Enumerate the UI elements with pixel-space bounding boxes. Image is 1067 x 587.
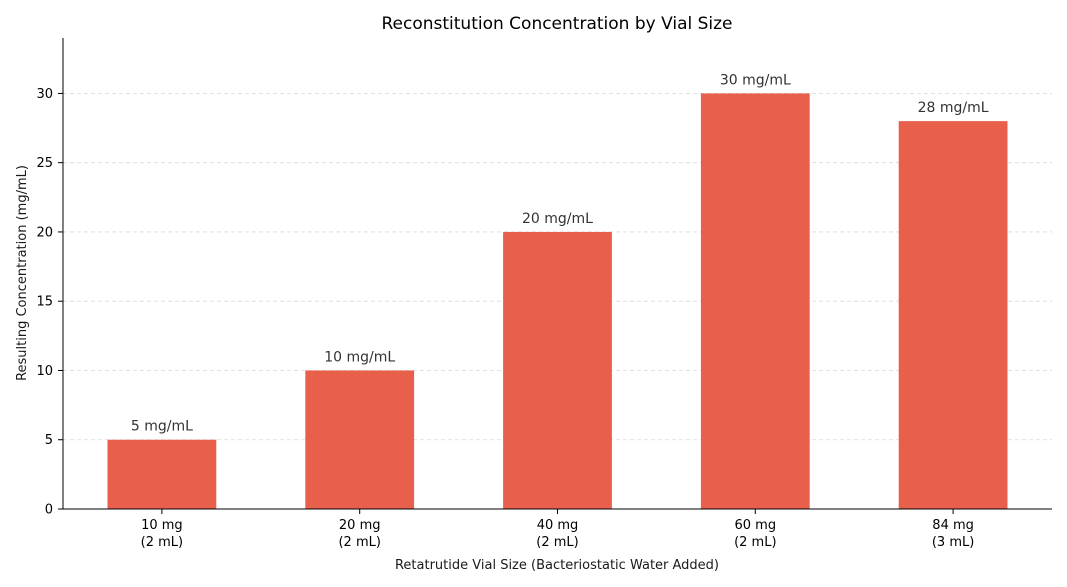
bars <box>107 93 1008 510</box>
grid-lines <box>63 93 1052 441</box>
bar <box>107 439 217 509</box>
chart-title: Reconstitution Concentration by Vial Siz… <box>381 14 732 34</box>
y-tick-label: 30 <box>36 87 53 102</box>
x-tick-label: 84 mg <box>932 518 974 533</box>
y-tick-label: 5 <box>45 433 53 448</box>
x-tick-label: (2 mL) <box>141 535 183 550</box>
y-tick-label: 0 <box>45 503 53 518</box>
bar-value-label: 10 mg/mL <box>324 349 395 365</box>
bar-value-label: 30 mg/mL <box>720 72 791 88</box>
x-tick-label: (3 mL) <box>932 535 974 550</box>
y-tick-label: 20 <box>36 225 53 240</box>
y-tick-label: 10 <box>36 364 53 379</box>
y-axis-ticks: 0 5 10 15 20 25 30 <box>36 87 63 518</box>
data-labels: 5 mg/mL 10 mg/mL 20 mg/mL 30 mg/mL 28 mg/mL <box>131 72 989 434</box>
x-tick-label: 40 mg <box>537 518 579 533</box>
bar <box>898 121 1008 509</box>
x-tick-label: 60 mg <box>735 518 777 533</box>
x-tick-label: (2 mL) <box>536 535 578 550</box>
bar-value-label: 28 mg/mL <box>918 100 989 116</box>
x-tick-label: 20 mg <box>339 518 381 533</box>
bar-value-label: 5 mg/mL <box>131 419 193 435</box>
bar <box>700 93 810 509</box>
y-tick-label: 15 <box>36 295 53 310</box>
y-tick-label: 25 <box>36 156 53 171</box>
bar <box>305 370 415 509</box>
bar <box>503 231 612 510</box>
bar-value-label: 20 mg/mL <box>522 211 593 227</box>
x-axis-label: Retatrutide Vial Size (Bacteriostatic Wa… <box>395 558 719 573</box>
x-tick-label: (2 mL) <box>734 535 776 550</box>
x-axis-ticks: 10 mg (2 mL) 20 mg (2 mL) 40 mg (2 mL) 60 mg (2… <box>141 509 974 550</box>
x-tick-label: 10 mg <box>141 518 183 533</box>
y-axis-label: Resulting Concentration (mg/mL) <box>15 165 30 381</box>
x-tick-label: (2 mL) <box>338 535 380 550</box>
